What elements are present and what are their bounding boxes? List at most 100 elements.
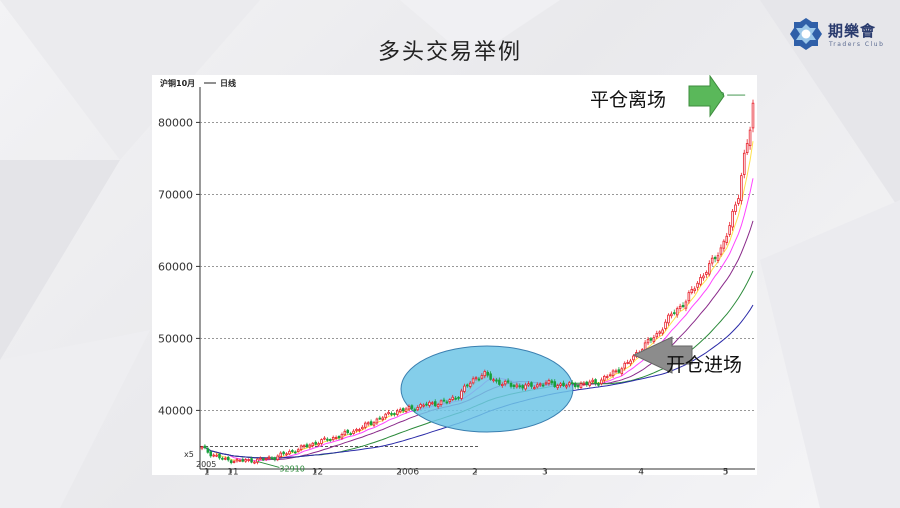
candle-body <box>559 383 562 386</box>
x-tick-label: 5 <box>723 468 729 475</box>
candle-body <box>334 437 338 439</box>
candle-body <box>751 102 755 129</box>
candle-body <box>652 337 656 343</box>
candle-body <box>629 360 632 365</box>
candle-body <box>605 376 609 378</box>
candle-body <box>363 422 367 428</box>
candle-body <box>649 338 653 341</box>
candle-body <box>533 387 536 389</box>
candle-body <box>209 451 213 457</box>
candle-body <box>457 396 460 399</box>
candle-body <box>705 272 708 275</box>
candle-body <box>224 457 227 460</box>
candle-body <box>381 417 385 421</box>
candle-body <box>699 277 702 285</box>
candle-body <box>291 450 294 452</box>
candle-body <box>725 235 729 243</box>
candle-body <box>212 454 215 457</box>
x-prefix-label: 2005 <box>196 460 216 469</box>
candle-body <box>387 411 390 415</box>
x-tick-label: 2006 <box>396 468 419 475</box>
candle-body <box>509 383 513 387</box>
candle-body <box>355 428 358 431</box>
candle-body <box>535 384 539 388</box>
candle-body <box>296 449 300 453</box>
candle-body <box>655 333 659 338</box>
candle-body <box>326 438 329 441</box>
candle-body <box>244 459 248 462</box>
candle-body <box>611 370 615 377</box>
candle-body <box>646 339 650 344</box>
candle-body <box>748 129 752 147</box>
logo-subtitle: Traders Club <box>829 41 885 48</box>
candle-body <box>684 301 688 309</box>
candle-body <box>445 401 449 404</box>
candle-body <box>238 459 242 462</box>
candle-body <box>661 329 664 334</box>
candle-body <box>311 442 315 447</box>
candle-body <box>489 373 492 380</box>
candle-body <box>454 397 457 400</box>
candle-body <box>294 451 297 454</box>
candle-body <box>413 409 417 412</box>
candle-body <box>352 430 355 434</box>
candle-body <box>728 225 731 235</box>
candle-body <box>696 282 699 288</box>
candlestick-chart: 沪铜10月日线400005000060000700008000032910838… <box>152 75 757 475</box>
exit-label: 平仓离场 <box>590 89 667 111</box>
candle-body <box>693 288 696 292</box>
candle-body <box>346 429 350 434</box>
entry-highlight-ellipse <box>400 345 574 433</box>
candle-body <box>515 384 519 388</box>
candle-body <box>503 380 507 385</box>
candle-body <box>530 382 533 387</box>
candle-body <box>282 451 285 455</box>
candle-body <box>422 404 425 407</box>
entry-label: 开仓进场 <box>666 354 743 376</box>
candle-body <box>477 378 481 381</box>
candle-body <box>305 444 309 448</box>
candle-body <box>273 457 277 460</box>
candle-body <box>495 379 498 382</box>
candle-body <box>375 418 379 424</box>
candle-body <box>466 384 469 387</box>
candle-body <box>358 429 361 431</box>
candle-body <box>410 405 414 409</box>
candle-body <box>524 384 527 390</box>
candle-body <box>501 384 504 386</box>
candle-body <box>731 210 734 228</box>
candle-body <box>200 446 204 449</box>
candle-body <box>401 408 405 412</box>
x-tick-label: 1 <box>204 468 210 475</box>
logo-mark-icon <box>790 18 822 50</box>
candle-body <box>343 430 347 436</box>
candle-body <box>247 459 250 461</box>
x-tick-label: 2 <box>472 468 478 475</box>
candle-body <box>241 459 245 462</box>
candle-body <box>498 379 501 385</box>
candle-body <box>460 390 463 399</box>
candle-body <box>331 437 335 441</box>
candle-body <box>425 403 428 406</box>
candle-body <box>431 402 434 405</box>
candle-body <box>270 457 274 460</box>
candle-body <box>603 375 606 381</box>
candle-body <box>673 312 676 315</box>
candle-body <box>713 256 717 260</box>
candle-body <box>570 382 574 385</box>
x-tick-label: 12 <box>312 468 323 475</box>
candle-body <box>229 460 233 463</box>
candle-body <box>690 289 694 294</box>
candle-body <box>512 384 516 387</box>
candle-body <box>221 457 224 460</box>
candle-body <box>439 400 443 405</box>
y-tick-label: 50000 <box>158 332 193 345</box>
candle-body <box>203 445 207 449</box>
candle-body <box>259 457 262 460</box>
candle-body <box>582 382 586 385</box>
candle-body <box>393 413 396 415</box>
candle-body <box>702 275 705 279</box>
candle-body <box>597 383 600 386</box>
candle-body <box>471 378 475 384</box>
